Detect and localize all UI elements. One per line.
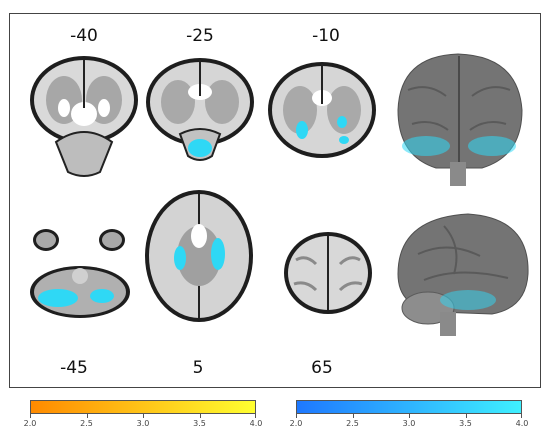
coronal-slice-1	[30, 56, 138, 177]
slice-label-coronal-1: -40	[70, 26, 98, 46]
warm-colorbar-tick	[30, 414, 31, 418]
warm-colorbar-tick-label: 4.0	[249, 419, 263, 428]
cool-colorbar-tick	[352, 414, 354, 418]
surface-brain-posterior	[397, 53, 523, 186]
warm-colorbar-tick	[143, 414, 144, 418]
warm-colorbar-tick	[254, 414, 256, 418]
cool-colorbar-tick-label: 2.0	[289, 419, 303, 428]
axial-slice-3	[284, 232, 372, 314]
slice-label-axial-1: -45	[60, 358, 88, 378]
cool-colorbar-tick-label: 3.0	[402, 419, 416, 428]
cool-colorbar-tick-label: 3.5	[459, 419, 472, 428]
cool-colorbar-tick	[520, 414, 522, 418]
coronal-slice-3	[268, 62, 376, 158]
slice-label-coronal-2: -25	[186, 26, 214, 46]
axial-slice-1	[30, 229, 130, 318]
warm-colorbar-tick	[199, 414, 201, 418]
cool-colorbar: 2.0 2.5 3.0 3.5 4.0	[290, 400, 528, 440]
slice-label-coronal-3: -10	[312, 26, 340, 46]
cool-colorbar-gradient	[296, 400, 522, 414]
warm-colorbar-tick-label: 2.5	[80, 419, 93, 428]
surface-brain-lateral	[397, 213, 529, 336]
warm-colorbar-tick	[86, 414, 88, 418]
cool-colorbar-tick	[296, 414, 297, 418]
slice-label-axial-3: 65	[311, 358, 333, 378]
axial-slice-2	[145, 190, 253, 322]
warm-colorbar: 2.0 2.5 3.0 3.5 4.0	[24, 400, 262, 440]
cool-colorbar-tick	[409, 414, 410, 418]
warm-colorbar-tick-label: 3.0	[136, 419, 150, 428]
warm-colorbar-tick-label: 3.5	[193, 419, 206, 428]
cool-colorbar-tick	[465, 414, 467, 418]
warm-colorbar-tick-label: 2.0	[23, 419, 37, 428]
slice-label-axial-2: 5	[192, 358, 204, 378]
coronal-slice-2	[146, 58, 254, 161]
cool-colorbar-tick-label: 2.5	[346, 419, 359, 428]
figure-panel: -40 -25 -10	[9, 13, 541, 388]
cool-colorbar-tick-label: 4.0	[515, 419, 529, 428]
warm-colorbar-gradient	[30, 400, 256, 414]
